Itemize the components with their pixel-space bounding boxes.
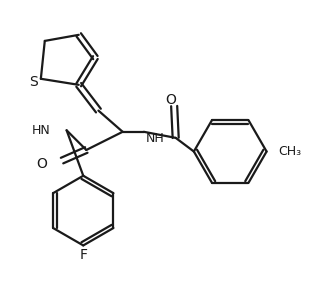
Text: O: O <box>36 157 47 171</box>
Text: O: O <box>166 93 177 107</box>
Text: CH₃: CH₃ <box>279 145 302 158</box>
Text: S: S <box>29 75 38 89</box>
Text: HN: HN <box>32 125 51 137</box>
Text: F: F <box>79 248 87 262</box>
Text: NH: NH <box>146 132 165 145</box>
